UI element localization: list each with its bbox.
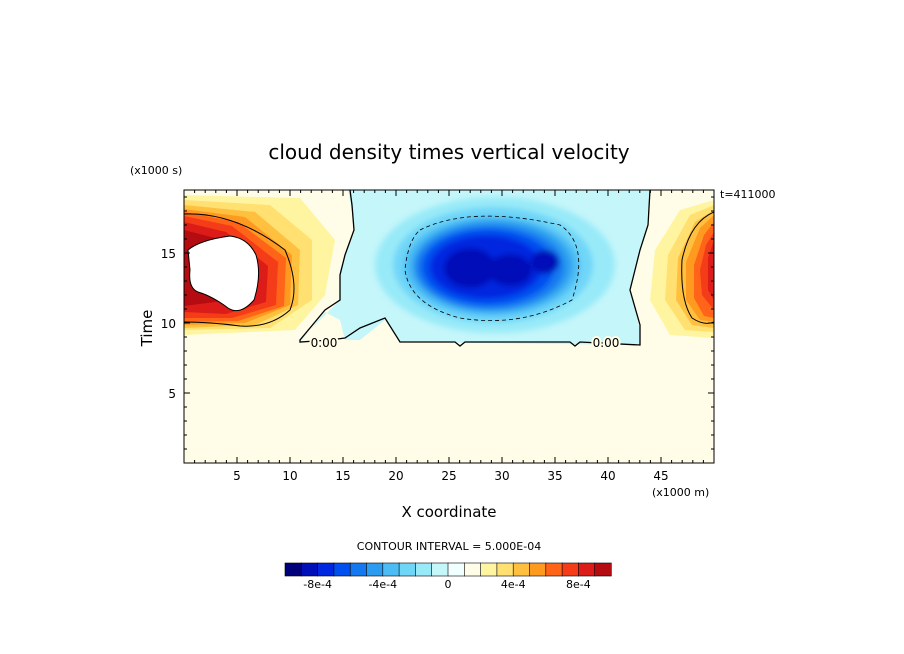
left-positive-region (184, 195, 335, 335)
colorbar-tick-label: -4e-4 (368, 578, 397, 591)
dashed-contour (404, 215, 580, 322)
contour-label-1: 0.00 (593, 336, 620, 350)
colorbar-swatch (398, 562, 417, 577)
x-axis: 5 10 15 20 25 30 35 40 45 (194, 190, 704, 483)
time-label: t=411000 (720, 188, 776, 201)
colorbar-tick-label: -8e-4 (303, 578, 332, 591)
y-tick-label: 10 (161, 317, 176, 331)
colorbar-swatch (349, 562, 368, 577)
colorbar-swatch (529, 562, 547, 577)
zero-contour (299, 190, 651, 347)
x-tick-label: 15 (335, 469, 350, 483)
colorbar-swatch (366, 562, 384, 577)
colorbar-swatch (431, 562, 449, 577)
colorbar-swatch (578, 562, 596, 577)
y-axis-label: Time (138, 310, 156, 348)
y-tick-label: 5 (168, 387, 176, 401)
x-tick-label: 20 (388, 469, 403, 483)
colorbar-swatch (317, 562, 335, 577)
colorbar-swatch (561, 562, 579, 577)
x-tick-label: 5 (233, 469, 241, 483)
colorbar-swatch (382, 562, 400, 577)
colorbar-tick-label: 0 (445, 578, 452, 591)
x-tick-label: 10 (282, 469, 297, 483)
right-positive-region (650, 200, 714, 338)
x-unit-label: (x1000 m) (652, 486, 709, 499)
plot-area (184, 190, 714, 463)
colorbar-swatch (415, 562, 433, 577)
x-tick-label: 25 (441, 469, 456, 483)
x-tick-label: 45 (653, 469, 668, 483)
x-tick-label: 35 (547, 469, 562, 483)
colorbar-swatch (463, 562, 482, 577)
y-tick-label: 15 (161, 247, 176, 261)
colorbar-swatch (545, 562, 563, 577)
colorbar-swatch (333, 562, 351, 577)
colorbar-swatch (480, 562, 498, 577)
colorbar: -8e-4 -4e-4 0 4e-4 8e-4 (284, 562, 612, 591)
colorbar-swatch (512, 562, 531, 577)
colorbar-swatch (594, 562, 612, 577)
negative-shading (375, 197, 615, 333)
contour-label-0: 0.00 (311, 336, 338, 350)
x-tick-label: 30 (494, 469, 509, 483)
colorbar-tick-label: 4e-4 (501, 578, 526, 591)
colorbar-swatch (300, 562, 319, 577)
colorbar-tick-label: 8e-4 (566, 578, 591, 591)
colorbar-swatch (447, 562, 465, 577)
colorbar-swatch (284, 562, 302, 577)
y-axis: 5 10 15 (161, 196, 714, 450)
chart-title: cloud density times vertical velocity (268, 140, 629, 164)
x-tick-label: 40 (600, 469, 615, 483)
contour-interval-label: CONTOUR INTERVAL = 5.000E-04 (357, 540, 541, 553)
x-axis-label: X coordinate (401, 503, 496, 521)
y-unit-label: (x1000 s) (130, 164, 182, 177)
colorbar-swatch (496, 562, 514, 577)
